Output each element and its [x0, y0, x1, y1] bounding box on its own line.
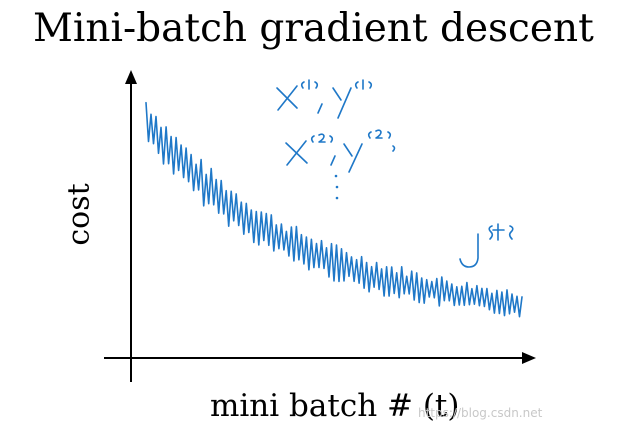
diagram-title: Mini-batch gradient descent	[33, 6, 594, 51]
handwritten-j-t	[459, 223, 514, 268]
handwritten-x2-y2	[285, 129, 396, 173]
x-axis-label: mini batch # (t)	[210, 388, 460, 424]
axes	[104, 70, 536, 382]
watermark: https://blog.csdn.net	[418, 406, 543, 420]
x-axis-arrowhead	[522, 352, 536, 364]
handwritten-x1-y1	[276, 79, 373, 119]
vertical-ellipsis	[334, 174, 339, 200]
y-axis-arrowhead	[125, 70, 137, 84]
noisy-cost-curve	[145, 101, 523, 318]
